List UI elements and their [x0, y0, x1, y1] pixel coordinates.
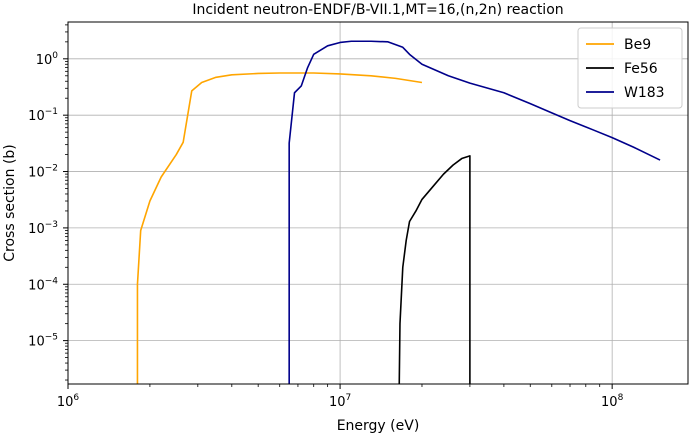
legend-box: [577, 27, 683, 109]
series-layer: [136, 40, 661, 384]
x-tick-label: 108: [601, 393, 624, 410]
legend-label: W183: [624, 85, 665, 101]
x-tick-label: 106: [57, 393, 80, 410]
y-axis-label: Cross section (b): [2, 144, 18, 262]
legend-label: Be9: [624, 37, 651, 53]
chart-title: Incident neutron-ENDF/B-VII.1,MT=16,(n,2…: [192, 2, 563, 18]
x-tick-label: 107: [329, 393, 351, 410]
y-tick-label: 100: [36, 51, 59, 68]
plot-frame: [67, 21, 689, 385]
legend-label: Fe56: [624, 61, 658, 77]
y-tick-label: 10−2: [28, 164, 58, 181]
y-tick-label: 10−5: [28, 333, 58, 350]
axes: 106 107 108 10−5 10−4 10−3 10−2 10−1 100: [28, 24, 624, 410]
series-line-fe56: [398, 155, 471, 384]
y-tick-label: 10−1: [28, 107, 58, 124]
y-tick-label: 10−3: [28, 220, 58, 237]
series-line-be9: [136, 72, 423, 384]
series-line-w183: [288, 40, 661, 384]
legend: Be9 Fe56 W183: [577, 27, 683, 109]
y-tick-label: 10−4: [28, 276, 58, 293]
x-axis-label: Energy (eV): [337, 418, 420, 434]
